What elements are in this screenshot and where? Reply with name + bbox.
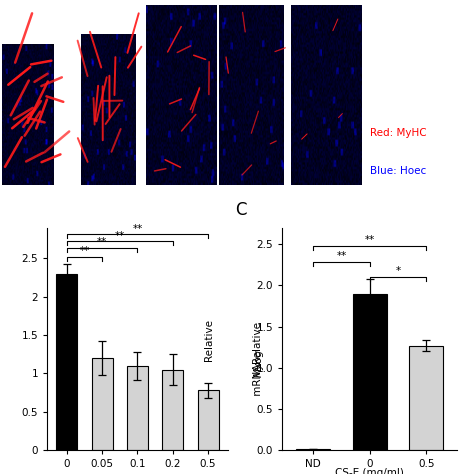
Text: Myog: Myog bbox=[253, 348, 264, 377]
Text: 0.05: 0.05 bbox=[97, 0, 122, 3]
Text: 0.5: 0.5 bbox=[316, 0, 335, 3]
Bar bbox=[56, 273, 77, 450]
Text: Blue: Hoec: Blue: Hoec bbox=[370, 165, 426, 176]
Text: 0: 0 bbox=[34, 0, 41, 3]
Bar bbox=[91, 358, 113, 450]
Text: **: ** bbox=[365, 235, 375, 245]
Text: **: ** bbox=[132, 224, 143, 234]
Text: *: * bbox=[395, 266, 401, 276]
Text: **: ** bbox=[115, 230, 125, 241]
Text: **: ** bbox=[79, 246, 90, 256]
Text: Relative: Relative bbox=[205, 316, 215, 362]
Text: 0.2: 0.2 bbox=[244, 0, 263, 3]
Bar bbox=[353, 293, 387, 450]
Bar bbox=[127, 366, 148, 450]
Text: 0.1: 0.1 bbox=[172, 0, 191, 3]
Text: C: C bbox=[235, 201, 246, 219]
Text: **: ** bbox=[337, 251, 346, 261]
Text: **: ** bbox=[97, 237, 107, 247]
Bar bbox=[198, 391, 219, 450]
Text: Red: MyHC: Red: MyHC bbox=[370, 128, 426, 138]
Bar bbox=[296, 449, 330, 450]
Bar bbox=[162, 370, 183, 450]
Text: CS-E (mg/ml): CS-E (mg/ml) bbox=[335, 468, 404, 474]
Bar bbox=[410, 346, 443, 450]
Text: Relative: Relative bbox=[253, 319, 264, 364]
Text: mRNA: mRNA bbox=[253, 364, 264, 399]
